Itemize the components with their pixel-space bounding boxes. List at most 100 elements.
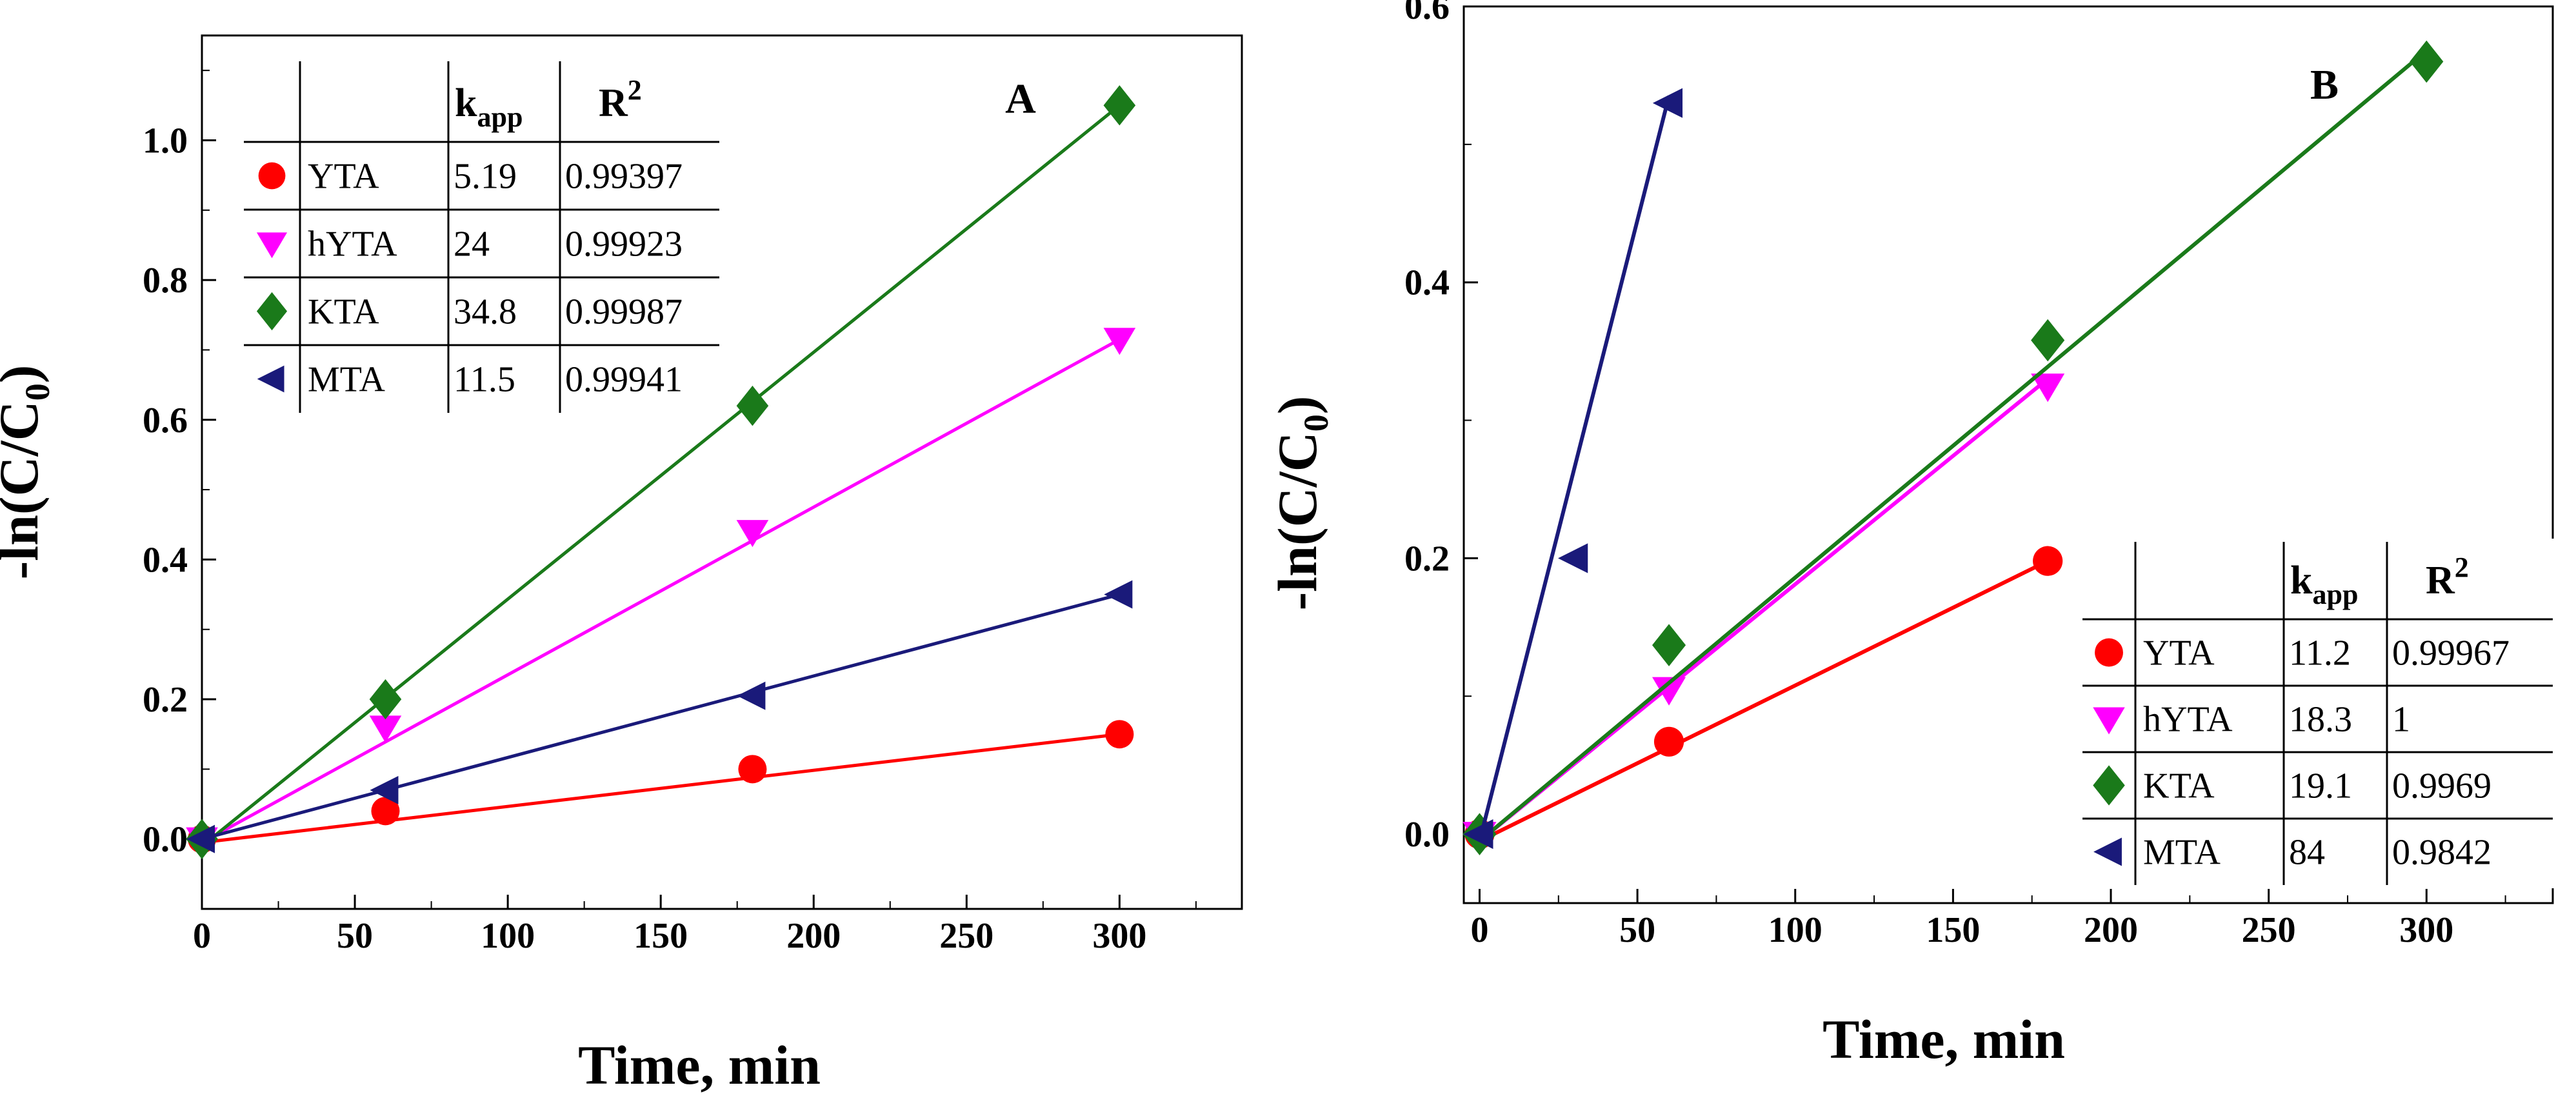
y-tick-label: 0.2 — [1404, 539, 1450, 579]
panel-letter: B — [2310, 61, 2339, 108]
panel-a-plot-frame — [201, 34, 1243, 910]
y-tick-label: 0.8 — [143, 261, 188, 301]
data-point-yta — [1653, 726, 1684, 757]
data-point-kta — [1652, 624, 1686, 666]
series-yta — [188, 720, 1134, 853]
data-point-yta — [1105, 720, 1134, 749]
legend-series-name: hYTA — [308, 224, 397, 264]
legend-header-kapp: kapp — [455, 81, 523, 133]
data-point-mta — [1463, 819, 1493, 850]
legend-r2-value: 0.99397 — [565, 157, 683, 197]
legend-series-name: YTA — [2143, 633, 2215, 673]
x-tick-label: 100 — [1768, 910, 1822, 950]
legend-r2-value: 0.9842 — [2392, 833, 2491, 873]
data-point-kta — [736, 385, 769, 426]
fit-line-yta — [1479, 559, 2049, 843]
x-tick-label: 0 — [1470, 910, 1488, 950]
x-tick-label: 250 — [2242, 910, 2296, 950]
panel-b-plot-frame — [1463, 5, 2554, 904]
legend-marker-kta — [256, 292, 288, 331]
legend-r2-value: 0.99987 — [565, 292, 683, 332]
legend-kapp-value: 24 — [454, 224, 490, 264]
data-point-mta — [1104, 580, 1133, 609]
x-tick-label: 150 — [634, 916, 688, 956]
data-point-mta — [1652, 88, 1683, 118]
x-tick-label: 50 — [337, 916, 373, 956]
y-tick-label: 0.0 — [143, 820, 188, 860]
data-point-hyta — [2031, 373, 2065, 403]
panel-a-legend-table: kapp R2 YTA 5.19 0.99397 hYTA 24 0.99923 KTA 34.8… — [241, 58, 723, 416]
legend-marker-yta — [2095, 638, 2123, 667]
data-point-kta — [2031, 319, 2065, 362]
legend-header-kapp: kapp — [2290, 559, 2358, 610]
legend-kapp-value: 11.5 — [454, 360, 515, 400]
y-tick-label: 0.4 — [1404, 263, 1450, 303]
fit-line-mta — [201, 593, 1120, 841]
y-tick-label: 0.0 — [1404, 815, 1450, 855]
legend-kapp-value: 34.8 — [454, 292, 517, 332]
legend-kapp-value: 19.1 — [2289, 766, 2352, 806]
fit-line-yta — [201, 732, 1120, 844]
x-axis-label: Time, min — [1822, 1008, 2065, 1070]
legend-r2-value: 0.99923 — [565, 224, 683, 264]
data-point-yta — [371, 797, 400, 826]
data-point-mta — [370, 775, 399, 804]
x-tick-label: 100 — [481, 916, 535, 956]
data-point-mta — [1558, 543, 1588, 573]
legend-marker-yta — [258, 162, 286, 190]
legend-series-name: hYTA — [2143, 700, 2233, 740]
data-point-mta — [737, 681, 766, 710]
data-point-hyta — [1103, 328, 1136, 355]
legend-background — [2079, 539, 2556, 888]
data-point-mta — [186, 824, 215, 853]
legend-series-name: MTA — [2143, 833, 2221, 873]
fit-line-kta — [1478, 49, 2428, 843]
series-mta — [1463, 88, 1683, 850]
legend-series-name: KTA — [2143, 766, 2215, 806]
data-point-hyta — [1652, 677, 1686, 706]
y-axis-label: -ln(C/C0) — [0, 365, 57, 580]
y-tick-label: 0.6 — [143, 401, 188, 441]
y-axis-label: -ln(C/C0) — [1266, 396, 1335, 611]
panel-letter: A — [1005, 75, 1036, 123]
panel-a: 0 50 100 150 200 250 300 0.0 0.2 0.4 0.6 0.8 1.0 Time… — [0, 34, 1243, 1096]
fit-line-kta — [201, 104, 1121, 848]
legend-r2-value: 1 — [2392, 700, 2410, 740]
y-tick-label: 1.0 — [143, 121, 188, 161]
legend-kapp-value: 11.2 — [2289, 633, 2351, 673]
x-tick-label: 200 — [2084, 910, 2138, 950]
legend-kapp-value: 18.3 — [2289, 700, 2352, 740]
legend-marker-kta — [2093, 765, 2125, 806]
data-point-kta — [2410, 40, 2444, 83]
data-point-kta — [369, 679, 402, 720]
panel-b-legend-table: kapp R2 YTA 11.2 0.99967 hYTA 18.3 1 KTA 19.1 0.99… — [2079, 539, 2556, 888]
series-yta — [1464, 546, 2063, 850]
legend-r2-value: 0.9969 — [2392, 766, 2491, 806]
legend-kapp-value: 5.19 — [454, 157, 517, 197]
x-tick-label: 200 — [786, 916, 841, 956]
legend-r2-value: 0.99967 — [2392, 633, 2510, 673]
legend-header-r2: R2 — [599, 74, 642, 125]
y-tick-label: 0.4 — [143, 540, 188, 580]
legend-kapp-value: 84 — [2289, 833, 2325, 873]
x-tick-label: 0 — [193, 916, 211, 956]
legend-header-r2: R2 — [2426, 552, 2469, 602]
legend-marker-mta — [2093, 837, 2122, 866]
series-kta — [186, 85, 1136, 859]
y-tick-label: 0.2 — [143, 680, 188, 720]
fit-line-mta — [1477, 95, 1671, 842]
legend-marker-mta — [257, 365, 285, 393]
x-tick-label: 50 — [1619, 910, 1655, 950]
data-point-hyta — [736, 520, 769, 548]
series-mta — [186, 580, 1133, 853]
data-point-kta — [1103, 85, 1136, 126]
legend-r2-value: 0.99941 — [565, 360, 683, 400]
legend-series-name: MTA — [308, 360, 386, 400]
x-tick-label: 300 — [2399, 910, 2453, 950]
y-tick-label: 0.6 — [1404, 0, 1450, 27]
fit-line-hyta — [201, 337, 1121, 844]
x-tick-label: 150 — [1926, 910, 1980, 950]
x-axis-label: Time, min — [578, 1034, 821, 1096]
x-tick-label: 300 — [1092, 916, 1146, 956]
